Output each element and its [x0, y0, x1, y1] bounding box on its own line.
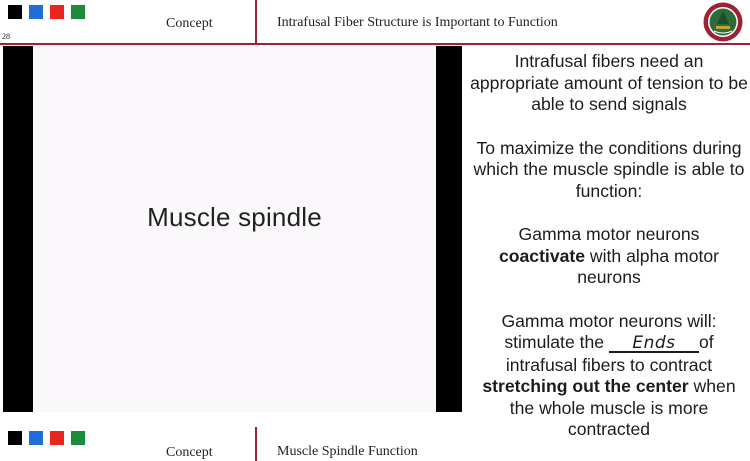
fill-in-blank: Ends	[608, 332, 699, 355]
slide-number: 28	[2, 32, 10, 41]
footer-concept-label: Concept	[166, 445, 213, 460]
para4-line4-post: when	[693, 376, 736, 396]
para4-post: of	[698, 332, 714, 352]
concept-label: Concept	[166, 16, 213, 31]
paragraph-coactivate: Gamma motor neurons coactivate with alph…	[468, 224, 750, 289]
black-square	[8, 5, 22, 19]
footer-color-squares	[8, 431, 85, 445]
university-seal-icon	[703, 2, 743, 42]
para3-post: with alpha motor neurons	[577, 245, 720, 288]
paragraph-stimulate: Gamma motor neurons will: stimulate the …	[468, 311, 750, 441]
slide-text: Intrafusal fibers need an appropriate am…	[468, 46, 750, 441]
para4-line3: intrafusal fibers to contract	[505, 354, 713, 375]
paragraph-tension: Intrafusal fibers need an appropriate am…	[470, 51, 748, 114]
para4-line1: Gamma motor neurons will:	[501, 310, 717, 331]
video-player[interactable]: Muscle spindle	[3, 46, 462, 412]
para3-bold: coactivate	[498, 245, 586, 266]
video-caption: Muscle spindle	[147, 202, 322, 232]
header-rule	[0, 43, 750, 45]
next-slide-header: Concept Muscle Spindle Function	[0, 427, 468, 461]
red-square	[50, 5, 64, 19]
handwritten-answer: Ends	[632, 333, 676, 353]
green-square	[71, 5, 85, 19]
para4-bold: stretching out the center	[482, 376, 689, 396]
footer-divider	[255, 427, 257, 461]
blue-square	[29, 431, 43, 445]
video-frame: Muscle spindle	[33, 46, 436, 412]
paragraph-conditions: To maximize the conditions during which …	[473, 137, 745, 201]
slide-header: 28 Concept Intrafusal Fiber Structure is…	[0, 0, 750, 44]
black-square	[8, 431, 22, 445]
blue-square	[29, 5, 43, 19]
para4-line5: the whole muscle is more	[509, 397, 709, 418]
blank-underline	[608, 351, 699, 353]
green-square	[71, 431, 85, 445]
header-divider	[255, 0, 257, 44]
red-square	[50, 431, 64, 445]
slide-title: Intrafusal Fiber Structure is Important …	[277, 15, 558, 30]
para4-line6: contracted	[567, 419, 651, 439]
para3-pre: Gamma motor neurons	[518, 224, 700, 244]
color-squares	[8, 5, 85, 19]
next-slide-title: Muscle Spindle Function	[277, 444, 418, 459]
para4-pre: stimulate the	[504, 332, 605, 352]
